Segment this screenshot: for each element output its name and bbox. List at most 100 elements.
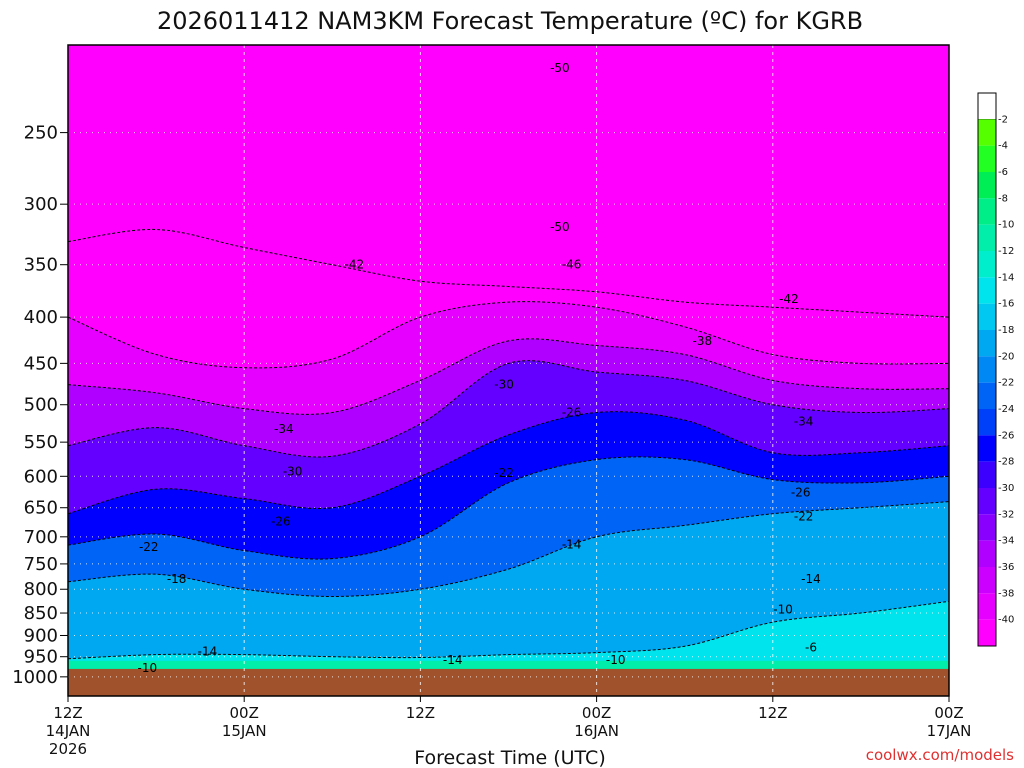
contour-label: -10 [137, 661, 157, 675]
colorbar-top-swatch [977, 92, 997, 120]
isotherm-contours [68, 228, 949, 660]
x-tick-label: 12Z [53, 704, 82, 722]
contour-label: -10 [606, 653, 626, 667]
contour-label: -26 [271, 514, 291, 528]
credit-text: coolwx.com/models [866, 746, 1014, 764]
contour-label: -22 [494, 466, 514, 480]
contour-label: -34 [794, 415, 814, 429]
colorbar-label: -26 [998, 430, 1014, 441]
colorbar-swatch [978, 461, 996, 488]
isotherm-line [68, 501, 949, 598]
contour-label: -46 [562, 258, 582, 272]
colorbar-label: -22 [998, 378, 1014, 389]
y-tick-label: 850 [24, 603, 58, 624]
contour-label: -30 [494, 378, 514, 392]
colorbar-swatch [978, 435, 996, 462]
colorbar-label: -14 [998, 272, 1014, 283]
colorbar-swatch [978, 356, 996, 383]
colorbar-label: -18 [998, 325, 1014, 336]
colorbar-label: -24 [998, 404, 1014, 415]
colorbar-label: -4 [998, 141, 1008, 152]
colorbar-swatch [978, 619, 996, 646]
y-tick-label: 350 [24, 255, 58, 276]
colorbar-label: -2 [998, 114, 1008, 125]
contour-label: -14 [198, 644, 218, 658]
contour-label: -38 [693, 334, 713, 348]
x-tick-label: 00Z [934, 704, 963, 722]
colorbar-frame [977, 92, 997, 647]
y-tick-label: 700 [24, 527, 58, 548]
contour-label: -14 [562, 538, 582, 552]
contour-label: -42 [779, 292, 799, 306]
x-axis-label: Forecast Time (UTC) [414, 747, 605, 768]
y-tick-label: 650 [24, 498, 58, 519]
y-axis-ticks: 2503003504004505005506006507007508008509… [12, 123, 68, 688]
y-tick-label: 950 [24, 647, 58, 668]
isotherm-line [68, 456, 949, 560]
y-tick-label: 750 [24, 554, 58, 575]
y-tick-label: 600 [24, 466, 58, 487]
isotherm-line [68, 360, 949, 458]
y-tick-label: 1000 [12, 667, 58, 688]
x-tick-label: 16JAN [574, 722, 619, 740]
colorbar-swatch [978, 488, 996, 515]
colorbar-label: -38 [998, 588, 1014, 599]
colorbar-label: -20 [998, 351, 1014, 362]
colorbar-legend: -2 -4 -6 -8 -10 -12 -14 -16 -18 -20 -22 -24 -26 -28 -3… [977, 92, 1014, 647]
contour-label: -42 [345, 258, 365, 272]
colorbar-swatch [978, 277, 996, 304]
contour-labels: -50 -50 -46 -42 -42 -38 -30 -26 -34 -34 -30 -22 -26 -… [137, 61, 820, 675]
x-tick-label: 2026 [49, 740, 87, 758]
contour-label: -18 [167, 572, 187, 586]
colorbar-swatch [978, 540, 996, 567]
contour-label: -22 [139, 540, 159, 554]
y-tick-label: 550 [24, 432, 58, 453]
isotherm-line [68, 301, 949, 369]
y-tick-label: 450 [24, 353, 58, 374]
colorbar-swatch [978, 514, 996, 541]
x-tick-label: 00Z [230, 704, 259, 722]
colorbar-label: -16 [998, 299, 1014, 310]
y-tick-label: 500 [24, 395, 58, 416]
colorbar-swatch [978, 303, 996, 330]
ground-fill [68, 668, 949, 696]
y-tick-label: 400 [24, 307, 58, 328]
colorbar-swatch [978, 409, 996, 436]
x-tick-label: 17JAN [927, 722, 972, 740]
colorbar-swatch [978, 251, 996, 278]
x-tick-label: 12Z [758, 704, 787, 722]
contour-label: -26 [562, 405, 582, 419]
y-tick-label: 250 [24, 123, 58, 144]
contour-label: -34 [274, 422, 294, 436]
colorbar-swatch [978, 172, 996, 199]
x-tick-label: 15JAN [222, 722, 267, 740]
contour-label: -50 [550, 61, 570, 75]
contour-label: -50 [550, 220, 570, 234]
contour-label: -14 [801, 572, 821, 586]
x-tick-label: 12Z [406, 704, 435, 722]
chart-title: 2026011412 NAM3KM Forecast Temperature (… [157, 7, 863, 35]
y-tick-label: 900 [24, 625, 58, 646]
colorbar-label: -6 [998, 167, 1008, 178]
colorbar-label: -10 [998, 220, 1014, 231]
colorbar-swatch [978, 382, 996, 409]
isotherm-line [68, 228, 949, 318]
colorbar-swatch [978, 567, 996, 594]
plot-area: -50 -50 -46 -42 -42 -38 -30 -26 -34 -34 -30 -22 -26 -… [68, 45, 949, 696]
colorbar-label: -32 [998, 509, 1014, 520]
x-tick-label: 14JAN [46, 722, 91, 740]
colorbar-label: -40 [998, 615, 1014, 626]
isotherm-line [68, 600, 949, 660]
contour-label: -6 [805, 641, 817, 655]
colorbar-swatch [978, 145, 996, 172]
colorbar-label: -36 [998, 562, 1014, 573]
plot-frame [67, 44, 950, 697]
colorbar-swatch [978, 593, 996, 620]
colorbar-swatch [978, 198, 996, 225]
contour-label: -30 [283, 465, 303, 479]
colorbar-label: -28 [998, 457, 1014, 468]
colorbar-label: -30 [998, 483, 1014, 494]
colorbar-swatch [978, 119, 996, 146]
